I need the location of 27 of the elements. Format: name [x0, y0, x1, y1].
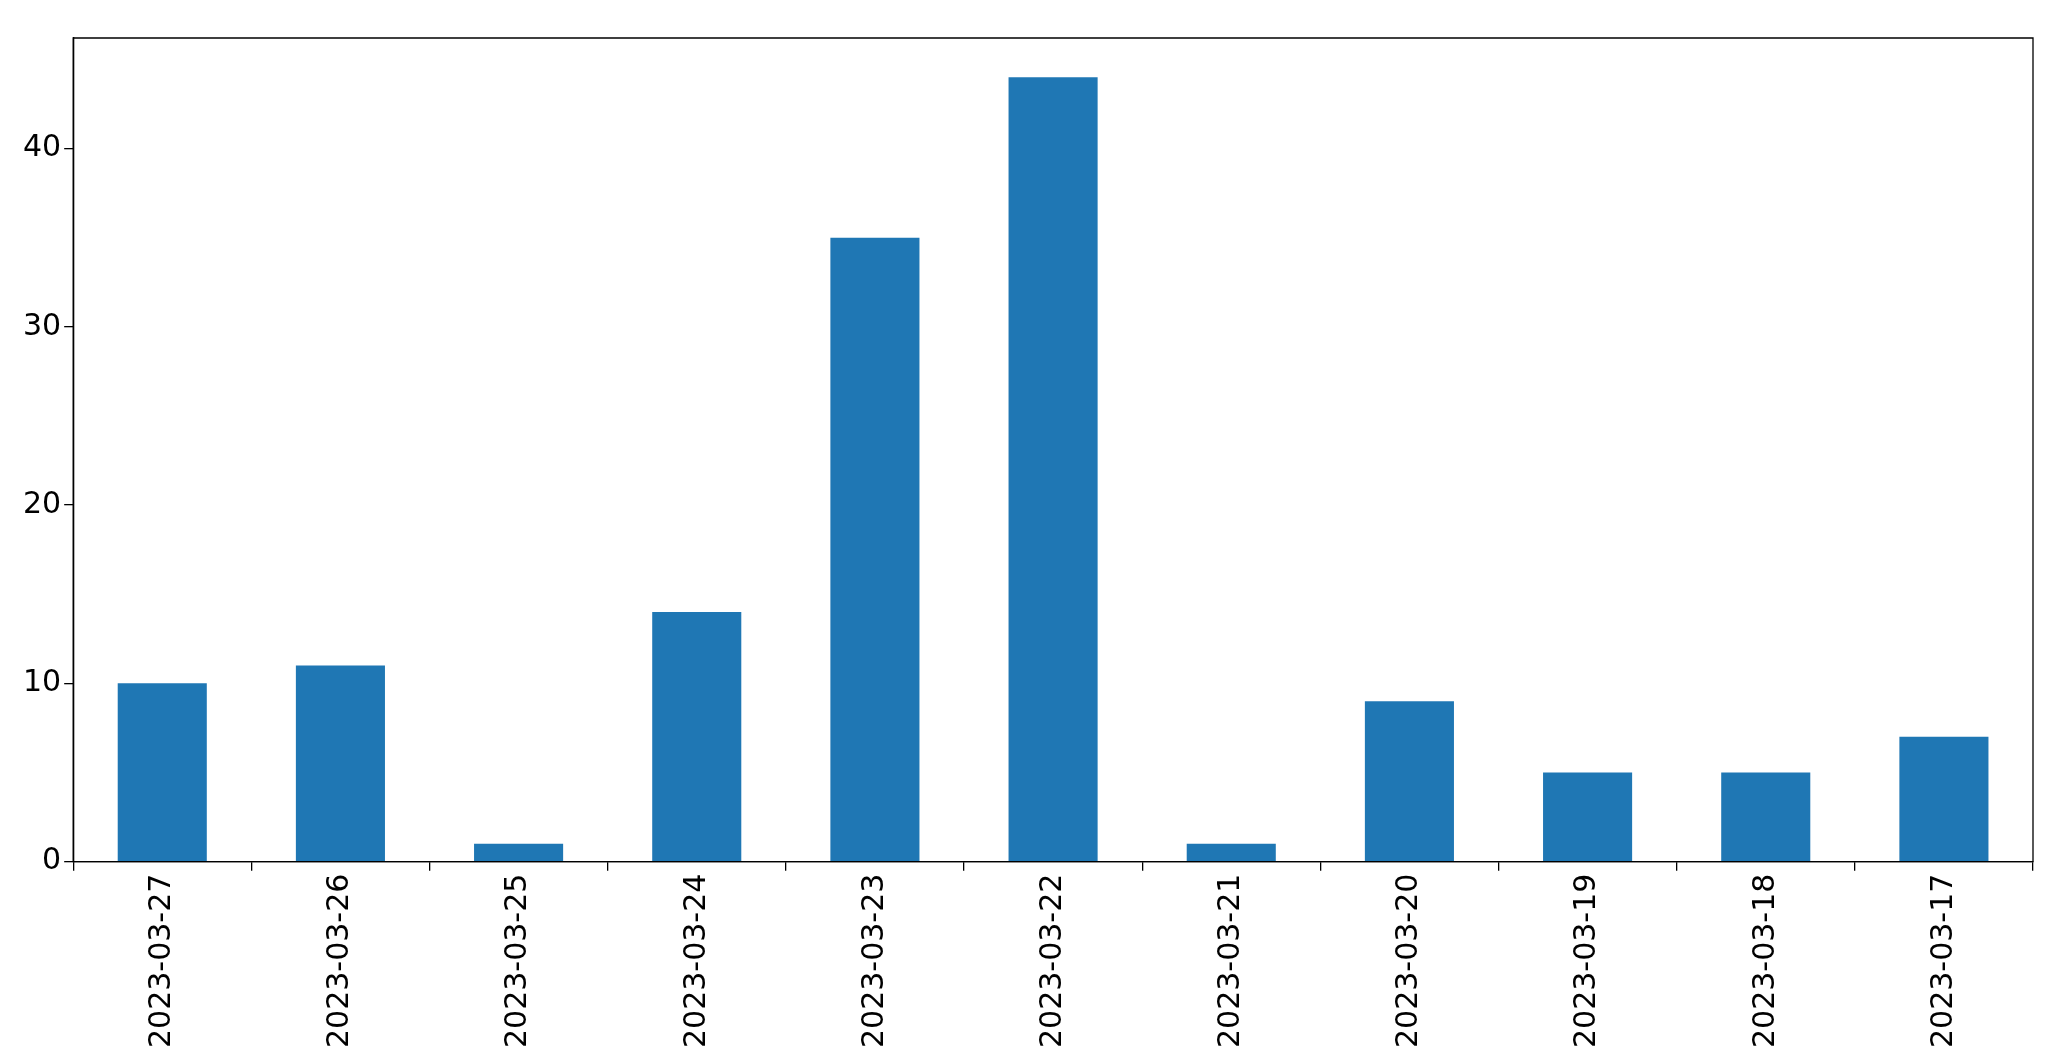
y-tick-label: 20 — [22, 484, 62, 520]
bar — [1008, 77, 1098, 861]
x-tick-label: 2023-03-24 — [676, 873, 712, 1049]
bar — [1543, 772, 1633, 861]
y-tick-label: 40 — [22, 128, 62, 164]
bar — [830, 237, 920, 861]
bar — [652, 612, 742, 861]
x-tick-label: 2023-03-25 — [498, 873, 534, 1049]
x-tick-label: 2023-03-26 — [320, 873, 356, 1049]
x-tick-label: 2023-03-19 — [1567, 873, 1603, 1049]
bar — [117, 683, 207, 861]
y-tick-label: 0 — [42, 841, 62, 877]
x-tick-label: 2023-03-22 — [1032, 873, 1068, 1049]
x-tick-label: 2023-03-23 — [854, 873, 890, 1049]
bar — [1721, 772, 1811, 861]
bar — [1899, 736, 1989, 861]
x-tick-label: 2023-03-27 — [142, 873, 178, 1049]
y-tick-label: 30 — [22, 306, 62, 342]
y-tick-label: 10 — [22, 663, 62, 699]
x-tick-label: 2023-03-17 — [1923, 873, 1959, 1049]
bar — [1364, 701, 1454, 861]
bar — [474, 843, 564, 861]
x-tick-label: 2023-03-21 — [1211, 873, 1247, 1049]
x-tick-label: 2023-03-18 — [1745, 873, 1781, 1049]
x-tick-label: 2023-03-20 — [1389, 873, 1425, 1049]
bar — [295, 665, 385, 861]
bar — [1186, 843, 1276, 861]
